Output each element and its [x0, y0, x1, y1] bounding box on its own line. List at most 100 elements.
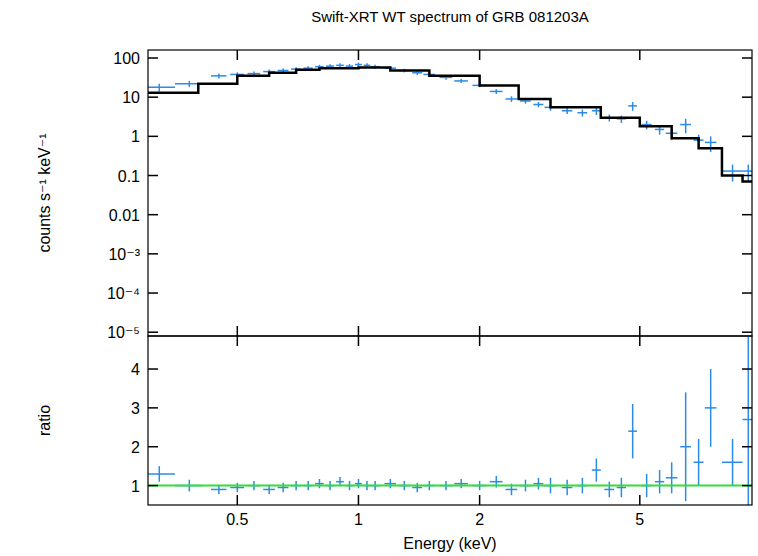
y-tick — [742, 407, 752, 409]
x-tick — [479, 50, 481, 60]
x-tick — [639, 50, 641, 60]
x-tick — [358, 336, 360, 346]
y-error-bar — [748, 165, 750, 182]
y-tick — [148, 407, 158, 409]
x-tick — [479, 336, 481, 346]
y-error-bar — [659, 470, 661, 493]
frame — [148, 336, 752, 505]
y-error-bar — [632, 404, 634, 458]
frame — [148, 50, 752, 336]
x-tick-label: 2 — [475, 511, 484, 528]
y-error-bar — [710, 136, 712, 152]
y-tick — [742, 57, 752, 59]
y-error-bar — [358, 479, 360, 488]
y-tick-label: 1 — [131, 478, 140, 495]
y-tick — [148, 175, 158, 177]
y-error-bar — [685, 119, 687, 133]
y-tick-label: 3 — [131, 400, 140, 417]
y-error-bar — [159, 466, 161, 482]
y-tick — [148, 368, 158, 370]
x-tick — [479, 495, 481, 505]
y-tick — [742, 331, 752, 333]
plot-area — [148, 336, 752, 505]
y-tick — [148, 331, 158, 333]
x-tick — [237, 336, 239, 346]
y-error-bar — [621, 478, 623, 497]
x-error-bar — [148, 86, 175, 88]
x-error-bar — [743, 170, 752, 172]
y-tick — [148, 292, 158, 294]
x-tick — [358, 50, 360, 60]
plot-area — [148, 63, 752, 182]
x-tick — [358, 326, 360, 336]
y-tick-label: 100 — [113, 50, 140, 67]
y-error-bar — [748, 336, 750, 505]
y-error-bar — [609, 482, 611, 498]
y-tick — [742, 368, 752, 370]
y-axis-label: ratio — [36, 405, 53, 436]
x-tick — [639, 336, 641, 346]
x-tick — [639, 326, 641, 336]
y-error-bar — [189, 81, 191, 87]
y-tick-label: 1 — [131, 128, 140, 145]
reference-line — [148, 485, 752, 487]
y-error-bar — [460, 79, 462, 83]
y-tick-label: 2 — [131, 439, 140, 456]
y-error-bar — [596, 458, 598, 481]
y-tick-label: 0.01 — [109, 207, 140, 224]
y-error-bar — [538, 478, 540, 490]
y-tick — [148, 214, 158, 216]
y-error-bar — [390, 479, 392, 488]
model-line — [148, 68, 752, 182]
y-tick — [148, 253, 158, 255]
x-tick — [237, 495, 239, 505]
y-tick — [148, 446, 158, 448]
x-tick-label: 5 — [635, 511, 644, 528]
y-tick-label: 10⁻³ — [108, 246, 140, 263]
y-tick — [148, 96, 158, 98]
y-error-bar — [358, 63, 360, 67]
y-error-bar — [566, 108, 568, 114]
y-error-bar — [538, 102, 540, 107]
title: Swift-XRT WT spectrum of GRB 081203A — [311, 8, 589, 25]
y-error-bar — [159, 84, 161, 92]
x-tick — [237, 50, 239, 60]
y-error-bar — [282, 483, 284, 492]
y-error-bar — [511, 96, 513, 102]
x-error-bar — [743, 419, 752, 421]
y-error-bar — [710, 369, 712, 447]
y-tick — [148, 485, 158, 487]
x-tick — [479, 326, 481, 336]
x-tick — [237, 326, 239, 336]
x-axis-label: Energy (keV) — [403, 535, 496, 552]
y-error-bar — [732, 165, 734, 182]
x-tick — [358, 495, 360, 505]
y-error-bar — [671, 462, 673, 493]
y-error-bar — [698, 439, 700, 486]
y-tick — [742, 253, 752, 255]
y-tick — [742, 446, 752, 448]
y-tick-label: 10⁻⁵ — [107, 324, 140, 341]
x-error-bar — [148, 473, 175, 475]
y-tick-label: 0.1 — [118, 168, 140, 185]
y-error-bar — [582, 110, 584, 117]
chart: 100 10 1 0.1 0.01 10⁻³ 10⁻⁴ 10⁻⁵ Swift-XRT WT sp… — [0, 0, 758, 556]
y-error-bar — [566, 480, 568, 496]
y-error-bar — [319, 479, 321, 488]
y-error-bar — [237, 483, 239, 492]
y-error-bar — [417, 483, 419, 492]
y-tick — [742, 96, 752, 98]
y-error-bar — [460, 479, 462, 488]
y-tick — [742, 136, 752, 138]
x-tick-label: 0.5 — [226, 511, 248, 528]
y-tick — [742, 175, 752, 177]
y-tick-label: 10⁻⁴ — [107, 285, 140, 302]
y-tick-label: 10 — [122, 89, 140, 106]
y-error-bar — [732, 439, 734, 486]
y-error-bar — [632, 102, 634, 111]
x-tick — [639, 495, 641, 505]
y-error-bar — [496, 89, 498, 94]
y-tick — [148, 136, 158, 138]
y-error-bar — [218, 74, 220, 79]
y-tick — [742, 214, 752, 216]
